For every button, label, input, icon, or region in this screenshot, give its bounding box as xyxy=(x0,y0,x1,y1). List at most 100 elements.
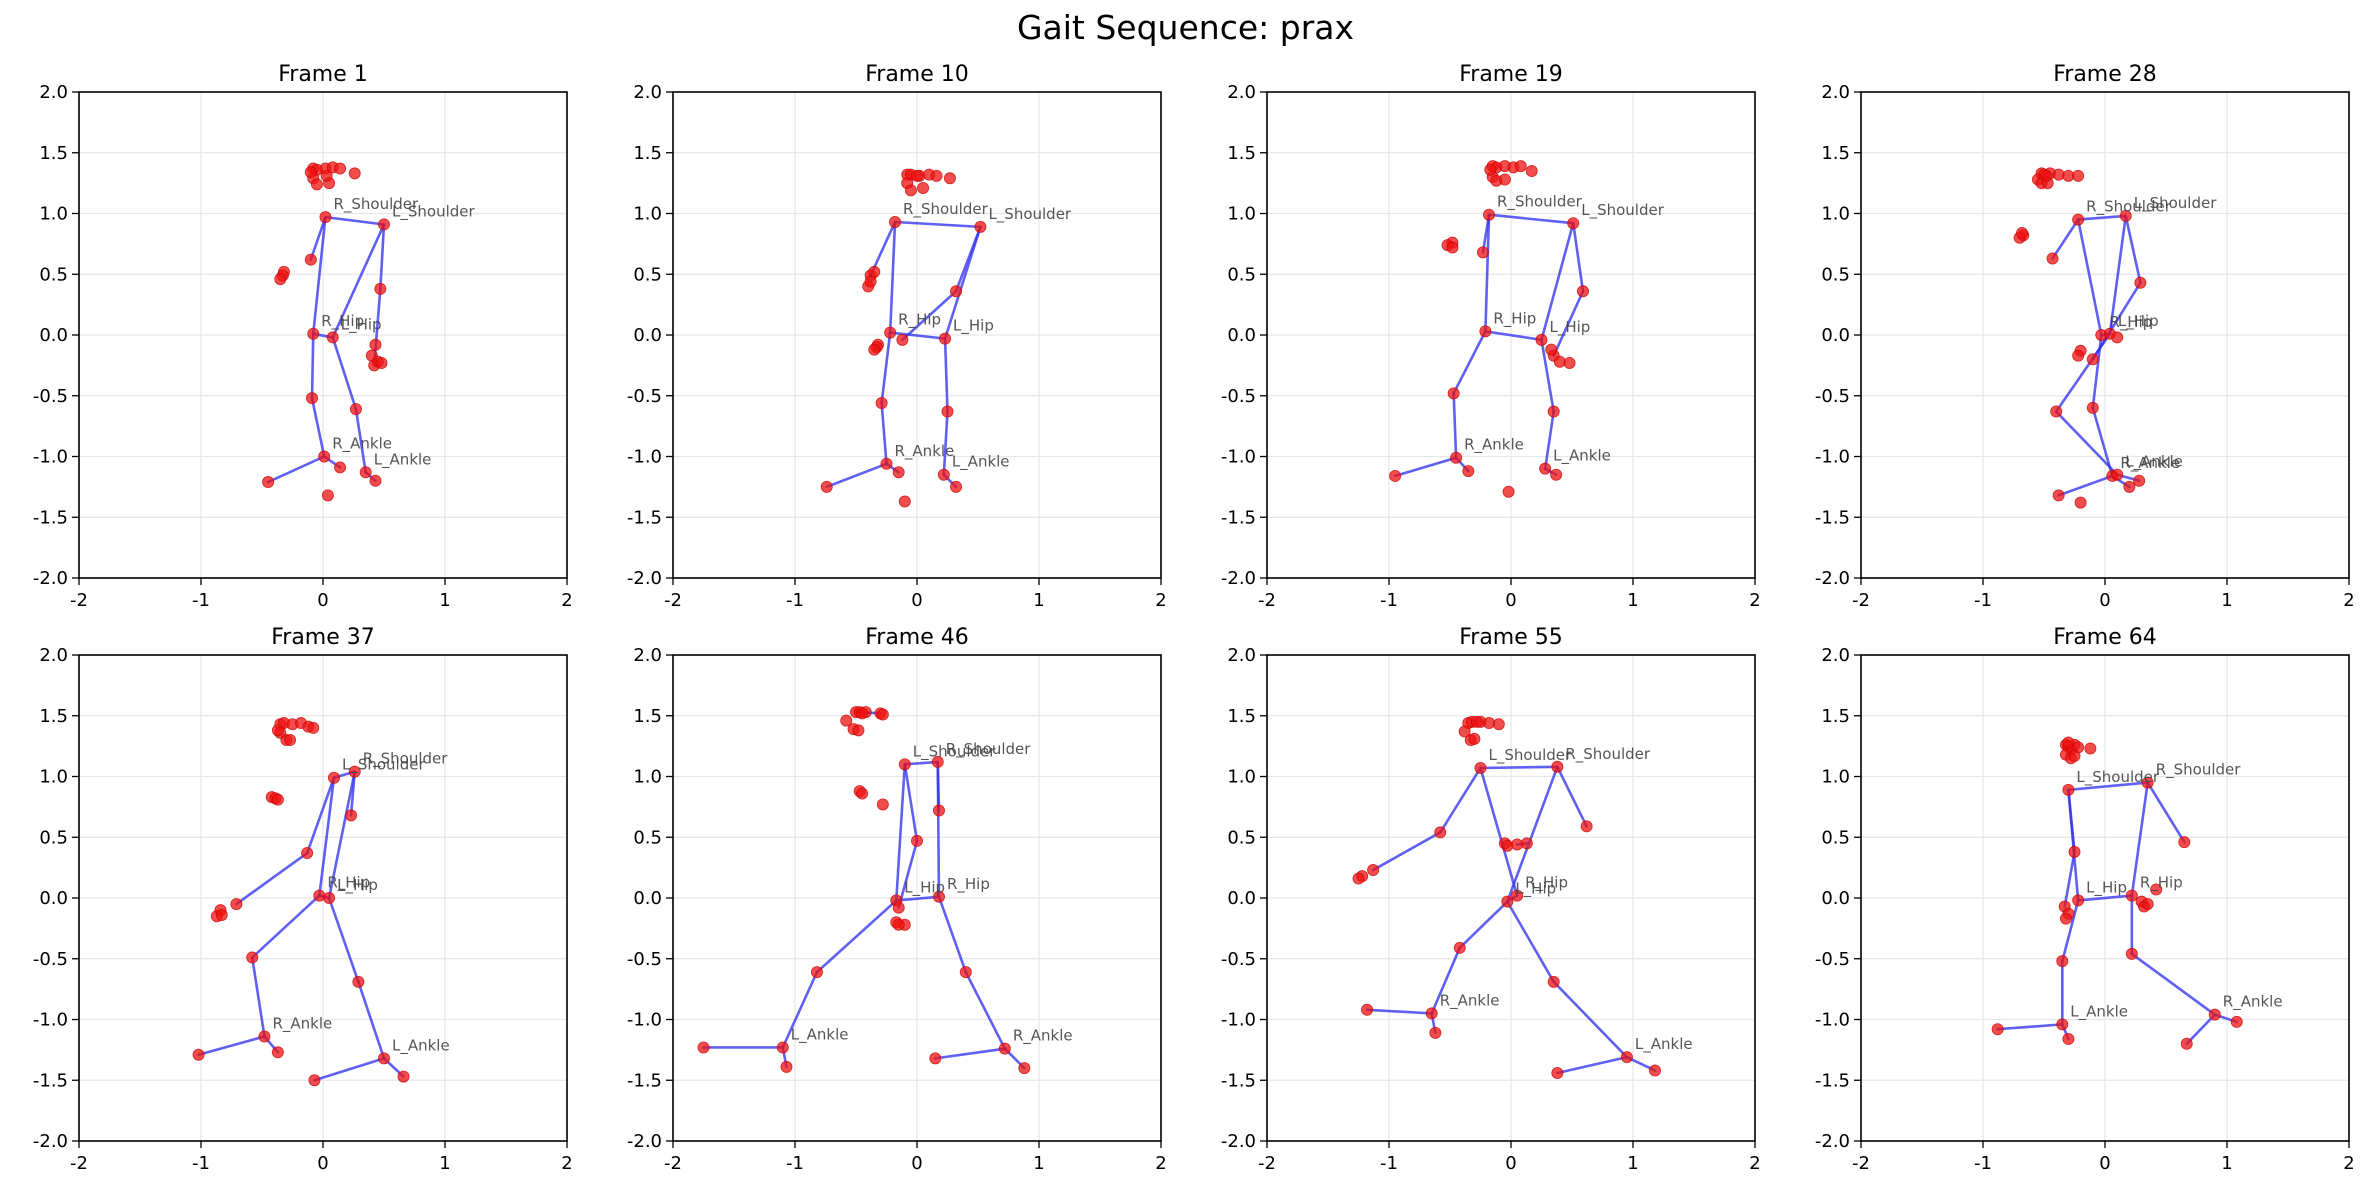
y-tick-label: -1.0 xyxy=(1221,447,1256,468)
y-tick-label: -0.5 xyxy=(1221,949,1256,970)
x-tick-label: 0 xyxy=(2099,1153,2110,1174)
joint-point xyxy=(892,466,905,479)
joint-label: L_Hip xyxy=(337,876,378,895)
joint-point xyxy=(319,211,332,224)
y-tick-label: -2.0 xyxy=(33,568,68,589)
y-tick-label: 1.0 xyxy=(1821,767,1850,788)
joint-label: R_Shoulder xyxy=(333,195,419,214)
skeleton-bone xyxy=(324,215,386,226)
joint-point xyxy=(941,405,954,418)
y-tick-label: -1.0 xyxy=(627,1010,662,1031)
joint-point xyxy=(1462,465,1475,478)
joint-point xyxy=(1018,1062,1031,1075)
joint-point xyxy=(2062,736,2075,749)
joint-label: L_Ankle xyxy=(1553,447,1611,466)
x-tick-label: 1 xyxy=(1627,1153,1638,1174)
joint-point xyxy=(2086,401,2099,414)
y-tick-label: -0.5 xyxy=(1815,949,1850,970)
joint-label: R_Shoulder xyxy=(2086,198,2172,217)
joint-point xyxy=(375,356,388,369)
joint-point xyxy=(852,724,865,737)
y-tick-label: 1.5 xyxy=(39,143,68,164)
joint-point xyxy=(1492,718,1505,731)
joint-label: R_Hip xyxy=(327,874,370,893)
y-tick-label: -2.0 xyxy=(1815,1131,1850,1152)
y-tick-label: 1.0 xyxy=(39,767,68,788)
skeleton-bone xyxy=(327,770,357,900)
skeleton-bone xyxy=(313,1057,386,1082)
x-tick-label: 1 xyxy=(1033,590,1044,611)
joint-point xyxy=(2141,898,2154,911)
skeleton-bone xyxy=(2076,894,2134,902)
joint-point xyxy=(1447,387,1460,400)
y-tick-label: -1.5 xyxy=(33,507,68,528)
subplot-title: Frame 19 xyxy=(1459,62,1563,87)
y-tick-label: -1.0 xyxy=(1815,447,1850,468)
joint-point xyxy=(2040,169,2053,182)
joint-point xyxy=(377,218,390,231)
y-tick-label: 0.0 xyxy=(39,325,68,346)
joint-point xyxy=(377,1052,390,1065)
y-tick-label: 1.0 xyxy=(633,204,662,225)
skeleton-bone xyxy=(331,223,386,339)
joint-point xyxy=(1514,160,1527,173)
y-tick-label: 2.0 xyxy=(39,645,68,666)
joint-point xyxy=(937,468,950,481)
joint-point xyxy=(2072,169,2085,182)
joint-point xyxy=(2125,947,2138,960)
joint-point xyxy=(318,450,331,463)
joint-point xyxy=(1483,208,1496,221)
joint-point xyxy=(304,253,317,266)
joint-point xyxy=(780,1060,793,1073)
joint-point xyxy=(369,338,382,351)
joint-point xyxy=(1547,975,1560,988)
joint-label: R_Shoulder xyxy=(2156,761,2242,780)
joint-point xyxy=(262,476,275,489)
joint-point xyxy=(2068,749,2081,762)
joint-label: L_Shoulder xyxy=(392,202,475,221)
joint-point xyxy=(2111,331,2124,344)
x-tick-label: 1 xyxy=(1033,1153,1044,1174)
y-tick-label: -1.0 xyxy=(1815,1010,1850,1031)
skeleton-bone xyxy=(2054,332,2112,413)
joint-label: L_Shoulder xyxy=(913,742,996,761)
joint-point xyxy=(911,169,924,182)
joint-label: L_Hip xyxy=(1550,318,1591,337)
y-tick-label: -2.0 xyxy=(627,568,662,589)
joint-point xyxy=(2084,742,2097,755)
y-tick-label: 1.0 xyxy=(633,767,662,788)
y-tick-label: 0.0 xyxy=(39,888,68,909)
x-tick-label: 0 xyxy=(911,590,922,611)
skeleton-bone xyxy=(903,763,919,843)
joint-point xyxy=(1580,820,1593,833)
y-tick-label: -2.0 xyxy=(1221,1131,1256,1152)
joint-point xyxy=(284,734,297,747)
y-tick-label: 1.5 xyxy=(1821,143,1850,164)
joint-point xyxy=(348,167,361,180)
joint-label: R_Shoulder xyxy=(1497,193,1583,212)
y-tick-label: -1.0 xyxy=(33,447,68,468)
joint-point xyxy=(810,966,823,979)
joint-point xyxy=(1425,1007,1438,1020)
joint-point xyxy=(904,184,917,197)
skeleton-bone xyxy=(781,970,819,1049)
x-tick-label: 1 xyxy=(2221,590,2232,611)
skeleton-bone xyxy=(2054,410,2119,477)
y-tick-label: 0.0 xyxy=(1821,888,1850,909)
joint-point xyxy=(943,172,956,185)
joint-point xyxy=(1525,164,1538,177)
skeleton-bone xyxy=(1552,980,1629,1059)
joint-label: L_Shoulder xyxy=(2134,194,2217,213)
joint-point xyxy=(1468,732,1481,745)
y-tick-label: 0.5 xyxy=(1821,827,1850,848)
skeleton-bone xyxy=(1552,289,1585,357)
joint-point xyxy=(271,1046,284,1059)
skeleton-bone xyxy=(1452,330,1487,395)
joint-point xyxy=(776,1041,789,1054)
joint-point xyxy=(1545,343,1558,356)
y-tick-label: 2.0 xyxy=(39,82,68,103)
joint-point xyxy=(307,327,320,340)
